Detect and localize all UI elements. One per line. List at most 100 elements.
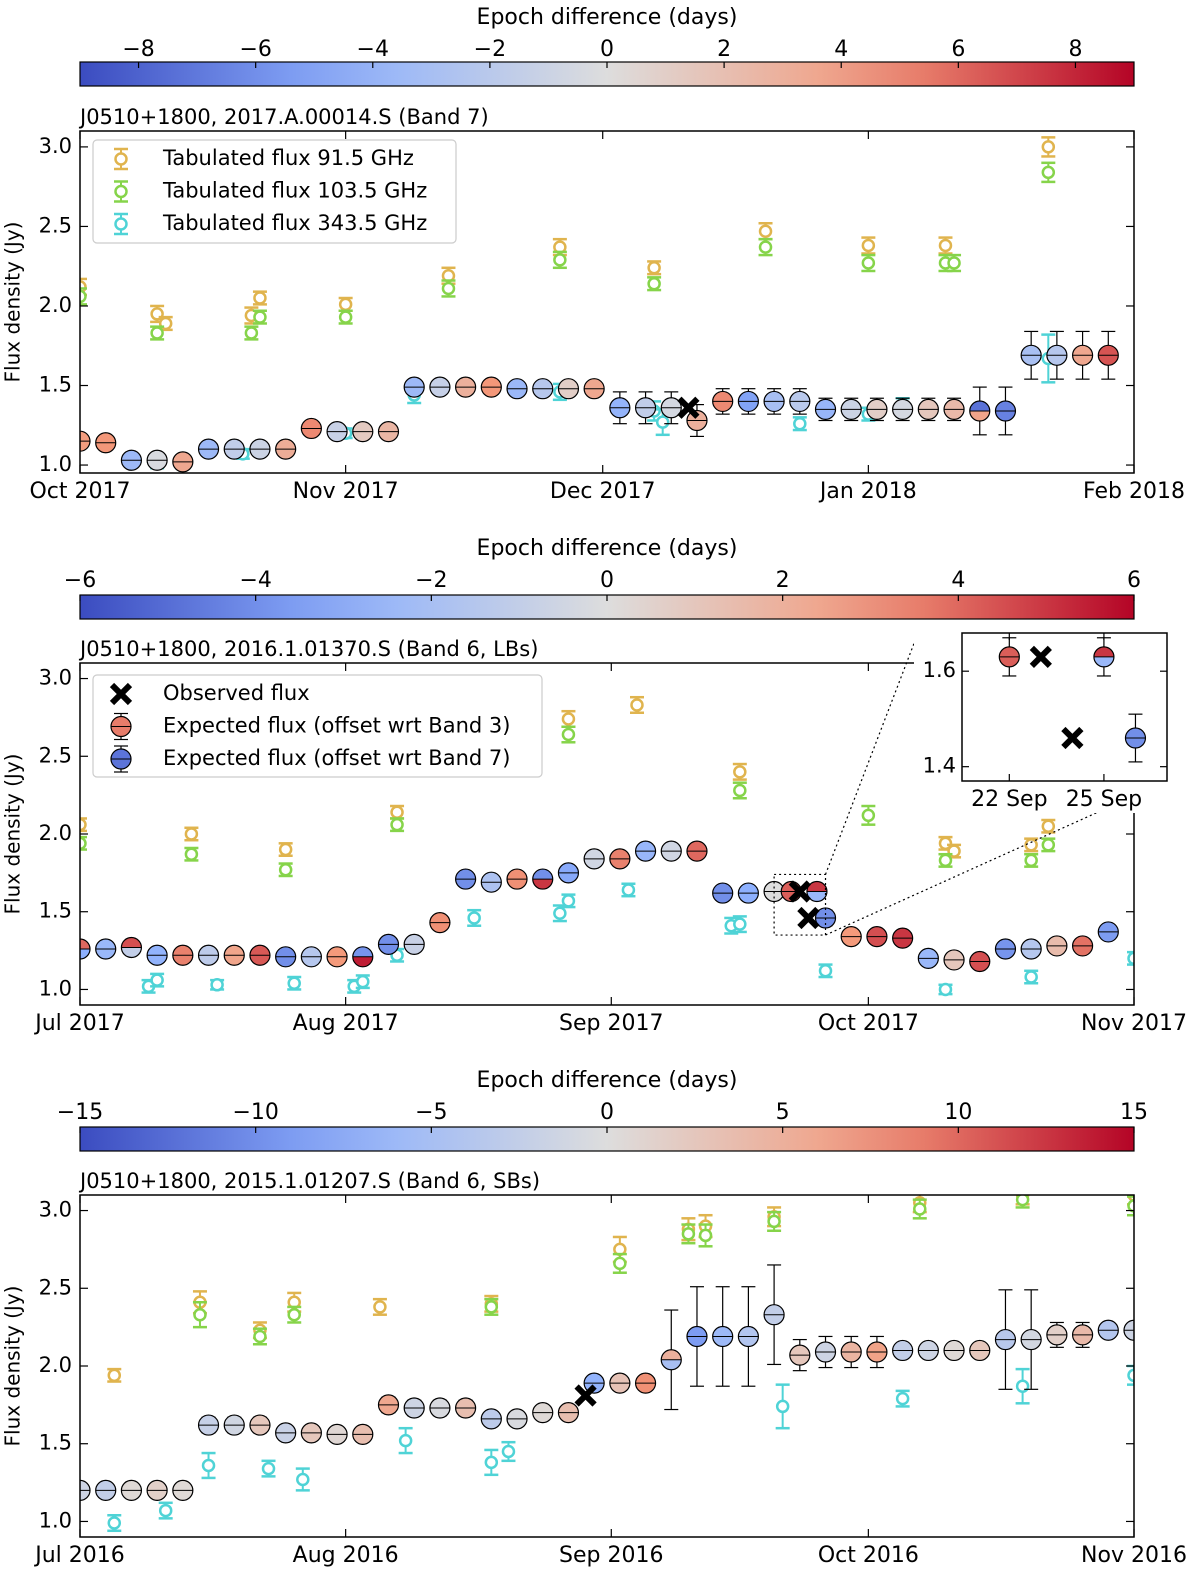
expected-point	[1071, 330, 1094, 380]
expected-point	[994, 938, 1017, 960]
expected-point	[146, 1479, 168, 1501]
expected-point	[789, 1338, 811, 1372]
expected-point	[943, 949, 965, 971]
expected-point	[892, 397, 914, 422]
expected-point	[557, 378, 580, 400]
axes-frame	[79, 1194, 1135, 1538]
colorbar-label: Epoch difference (days)	[477, 5, 738, 30]
expected-point	[1020, 1289, 1042, 1390]
expected-point	[532, 378, 554, 400]
tabulated-point	[767, 1210, 782, 1233]
legend-label: Tabulated flux 343.5 GHz	[162, 211, 427, 235]
expected-point	[660, 840, 682, 862]
inset: 1.4 1.6 22 Sep 25 Sep	[0, 538, 1171, 936]
expected-point	[274, 538, 294, 576]
tabulated-point	[398, 1426, 413, 1455]
tabulated-point	[1041, 161, 1056, 184]
expected-point	[917, 947, 939, 969]
expected-point	[352, 421, 374, 443]
expected-point	[0, 600, 10, 638]
expected-point	[275, 946, 297, 968]
expected-point	[737, 1286, 759, 1387]
expected-point	[120, 1479, 143, 1501]
legend-label: Observed flux	[163, 681, 310, 705]
tabulated-point	[1041, 837, 1056, 853]
expected-point	[634, 1372, 657, 1394]
expected-point	[866, 1335, 888, 1369]
expected-point	[763, 388, 785, 415]
zoom-box	[773, 873, 827, 936]
expected-point	[1046, 330, 1068, 380]
plot-area	[80, 1195, 1134, 1533]
expected-point	[429, 912, 451, 934]
tabulated-point	[792, 416, 807, 432]
panel-1: Epoch difference (days) −8 −6 −4 −2 0 2 4 6 8 J051…	[1, 5, 1185, 504]
expected-point	[943, 397, 965, 422]
expected-point	[403, 376, 425, 398]
expected-point	[429, 1397, 451, 1419]
tabulated-point	[1024, 837, 1039, 853]
expected-point	[429, 376, 451, 398]
x-tick-label: Oct 2016	[818, 1543, 919, 1568]
expected-point	[634, 391, 657, 425]
tabulated-point	[861, 253, 876, 273]
tabulated-point	[647, 276, 662, 292]
observed-point	[797, 906, 820, 930]
colorbar-tick-label: 0	[600, 1100, 614, 1125]
tabulated-point	[861, 236, 876, 255]
expected-point	[840, 1335, 862, 1369]
expected-point	[1020, 938, 1042, 960]
observed-point	[1061, 726, 1084, 750]
expected-point	[80, 430, 91, 452]
expected-point	[506, 378, 528, 400]
x-tick-label: Jul 2016	[33, 1543, 125, 1568]
panel-title: J0510+1800, 2015.1.01207.S (Band 6, SBs)	[78, 1169, 540, 1193]
expected-point	[609, 391, 631, 425]
colorbar-tick-label: −4	[239, 568, 271, 593]
y-tick-label: 2.5	[39, 743, 72, 767]
y-tick-label: 1.0	[39, 452, 72, 476]
tabulated-point	[1127, 1195, 1134, 1217]
tabulated-point	[1041, 136, 1056, 158]
expected-point	[172, 451, 194, 473]
expected-point	[712, 1286, 734, 1387]
y-tick-label: 1.5	[39, 373, 72, 397]
tabulated-point	[484, 1448, 499, 1477]
expected-point	[634, 840, 657, 862]
expected-point	[95, 1479, 117, 1501]
tabulated-point	[287, 975, 302, 991]
x-tick-label: Dec 2017	[550, 479, 656, 504]
tabulated-point	[252, 290, 267, 306]
tabulated-point	[552, 250, 567, 270]
tabulated-point	[107, 1367, 122, 1383]
expected-point	[1071, 1321, 1094, 1348]
tabulated-point	[355, 974, 370, 990]
tabulated-point	[338, 309, 353, 325]
expected-point	[763, 1264, 785, 1366]
expected-point	[1124, 713, 1147, 763]
tabulated-point	[938, 982, 953, 997]
colorbar-tick-label: −6	[239, 37, 271, 62]
tabulated-point	[150, 325, 165, 341]
observed-point	[677, 396, 700, 419]
y-tick-label: 2.5	[39, 1275, 72, 1299]
expected-point	[172, 1479, 194, 1501]
tabulated-point	[441, 279, 456, 298]
expected-point	[506, 868, 528, 890]
tabulated-point	[1024, 852, 1039, 868]
inset-plot-area	[0, 538, 1147, 763]
expected-point	[840, 397, 862, 422]
expected-point	[275, 1422, 297, 1444]
expected-point	[1123, 1319, 1134, 1341]
expected-point	[80, 1479, 91, 1501]
tabulated-point	[244, 325, 259, 341]
colorbar-tick-label: 8	[1068, 37, 1082, 62]
y-tick-label: 2.0	[39, 821, 72, 845]
tabulated-point	[80, 835, 87, 851]
expected-point	[1020, 330, 1042, 380]
expected-point	[814, 397, 837, 422]
panel-title: J0510+1800, 2017.A.00014.S (Band 7)	[78, 105, 489, 129]
expected-point	[326, 1423, 348, 1446]
y-tick-label: 2.0	[39, 1353, 72, 1377]
y-axis-label: Flux density (Jy)	[1, 222, 25, 383]
